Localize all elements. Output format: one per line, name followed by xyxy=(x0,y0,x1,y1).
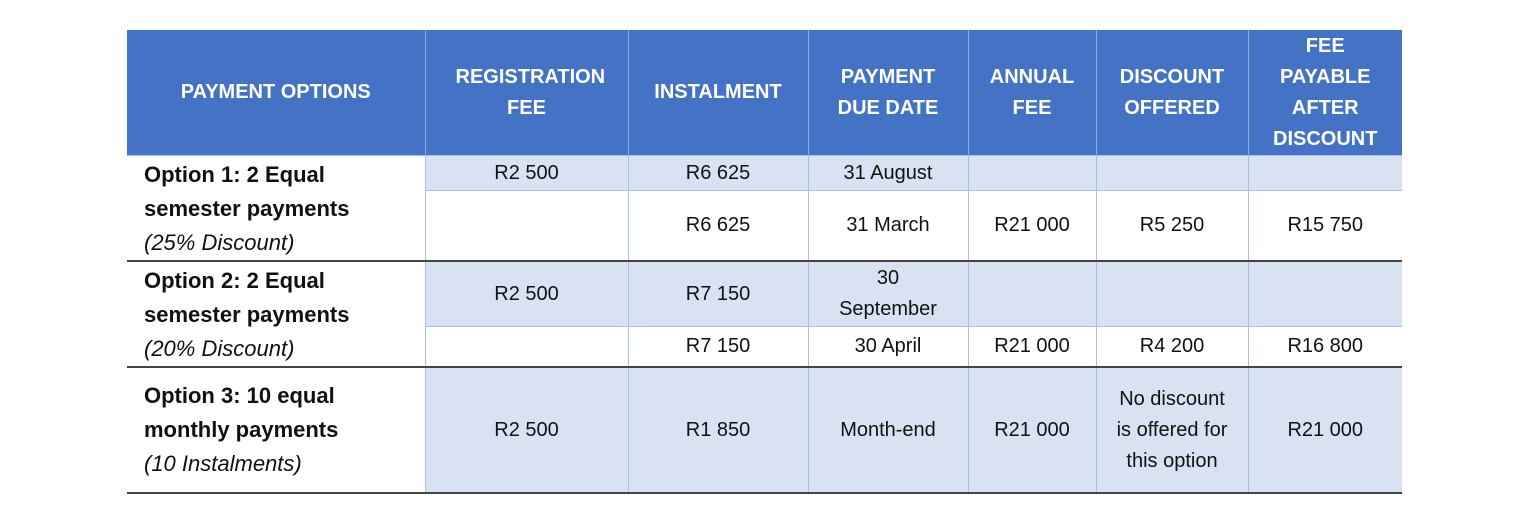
option-title: semester payments xyxy=(144,196,350,221)
header-fee-payable: FEE PAYABLE AFTER DISCOUNT xyxy=(1247,30,1402,156)
header-payment-due-date: PAYMENT DUE DATE xyxy=(807,30,968,156)
header-annual-fee: ANNUAL FEE xyxy=(967,30,1096,156)
option-title: Option 1: 2 Equal xyxy=(144,162,325,187)
due-date: 30 September xyxy=(807,260,969,328)
discount xyxy=(1095,260,1249,328)
annual-fee xyxy=(967,260,1097,328)
due-date: 30 April xyxy=(807,326,969,369)
instalment: R1 850 xyxy=(627,366,809,494)
instalment: R6 625 xyxy=(627,190,809,263)
instalment: R7 150 xyxy=(627,326,809,369)
table-row: R7 150 30 April R21 000 R4 200 R16 800 xyxy=(127,326,1402,369)
fee-payable: R16 800 xyxy=(1247,326,1402,369)
payment-options-table: PAYMENT OPTIONS REGISTRATION FEE INSTALM… xyxy=(127,30,1402,494)
discount: No discount is offered for this option xyxy=(1095,366,1249,494)
registration-fee xyxy=(424,326,629,369)
option-cell: Option 3: 10 equal monthly payments (10 … xyxy=(127,366,426,494)
table-row: Option 3: 10 equal monthly payments (10 … xyxy=(127,366,1402,494)
instalment: R7 150 xyxy=(627,260,809,328)
registration-fee: R2 500 xyxy=(424,366,629,494)
header-payment-options: PAYMENT OPTIONS xyxy=(127,30,425,156)
option-note: (20% Discount) xyxy=(144,336,295,361)
due-date: 31 March xyxy=(807,190,969,263)
option-note: (10 Instalments) xyxy=(144,451,302,476)
registration-fee: R2 500 xyxy=(424,154,629,192)
fee-payable: R15 750 xyxy=(1247,190,1402,263)
header-registration-fee: REGISTRATION FEE xyxy=(424,30,628,156)
fee-payable: R21 000 xyxy=(1247,366,1402,494)
option-cell: Option 1: 2 Equal semester payments (25%… xyxy=(127,155,426,262)
registration-fee xyxy=(424,190,629,263)
fee-payable xyxy=(1247,260,1402,328)
table-row: R6 625 31 March R21 000 R5 250 R15 750 xyxy=(127,190,1402,263)
fee-payable xyxy=(1247,154,1402,192)
discount: R4 200 xyxy=(1095,326,1249,369)
option-title: semester payments xyxy=(144,302,350,327)
header-instalment: INSTALMENT xyxy=(627,30,808,156)
table-row: Option 2: 2 Equal semester payments (20%… xyxy=(127,260,1402,368)
header-discount-offered: DISCOUNT OFFERED xyxy=(1095,30,1248,156)
instalment: R6 625 xyxy=(627,154,809,192)
annual-fee: R21 000 xyxy=(967,190,1097,263)
table-row: Option 1: 2 Equal semester payments (25%… xyxy=(127,154,1402,262)
due-date: Month-end xyxy=(807,366,969,494)
annual-fee: R21 000 xyxy=(967,326,1097,369)
discount xyxy=(1095,154,1249,192)
option-title: monthly payments xyxy=(144,417,339,442)
discount: R5 250 xyxy=(1095,190,1249,263)
option-note: (25% Discount) xyxy=(144,230,295,255)
header-row: PAYMENT OPTIONS REGISTRATION FEE INSTALM… xyxy=(127,30,1402,156)
registration-fee: R2 500 xyxy=(424,260,629,328)
option-cell: Option 2: 2 Equal semester payments (20%… xyxy=(127,260,426,368)
annual-fee xyxy=(967,154,1097,192)
due-date: 31 August xyxy=(807,154,969,192)
option-title: Option 3: 10 equal xyxy=(144,383,335,408)
annual-fee: R21 000 xyxy=(967,366,1097,494)
option-title: Option 2: 2 Equal xyxy=(144,268,325,293)
